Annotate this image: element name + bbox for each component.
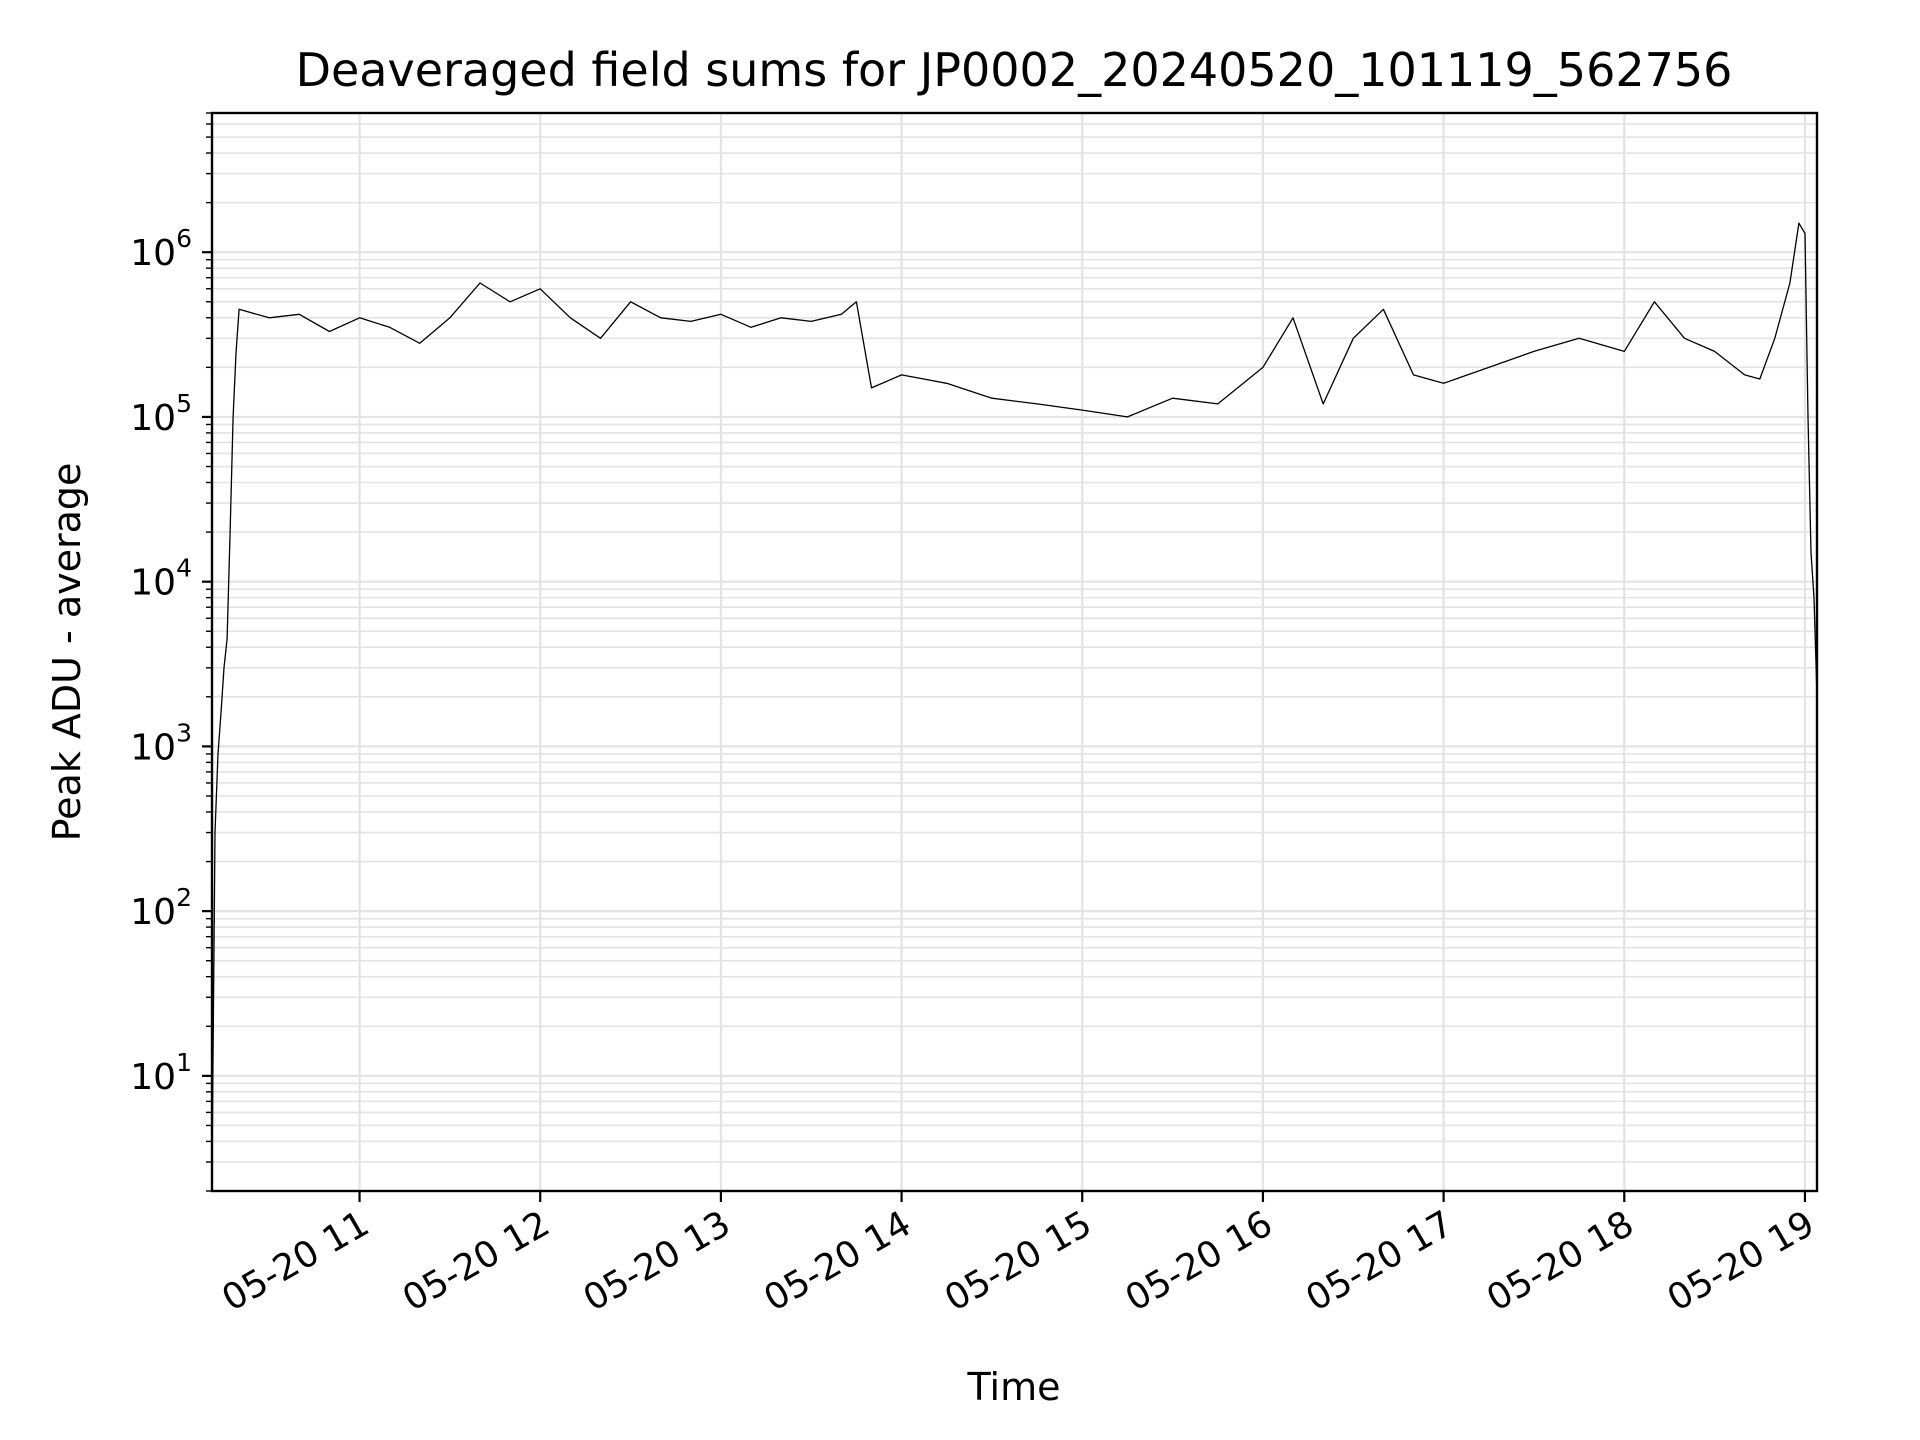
x-tick-label: 05-20 12 bbox=[396, 1203, 557, 1319]
y-tick-label: 105 bbox=[130, 389, 192, 439]
x-tick-label: 05-20 14 bbox=[757, 1203, 918, 1319]
x-axis-label: Time bbox=[967, 1365, 1061, 1409]
x-tick-label: 05-20 19 bbox=[1661, 1203, 1822, 1319]
minor-grid bbox=[212, 112, 1817, 1192]
x-tick-label: 05-20 11 bbox=[215, 1203, 376, 1319]
axis-ticks bbox=[202, 112, 1807, 1202]
series-layer bbox=[212, 222, 1817, 1176]
x-tick-label: 05-20 17 bbox=[1299, 1203, 1460, 1319]
x-tick-labels: 05-20 11 05-20 12 05-20 13 05-20 14 05-20 15… bbox=[215, 1203, 1821, 1319]
x-tick-label: 05-20 16 bbox=[1119, 1203, 1280, 1319]
x-tick-label: 05-20 18 bbox=[1480, 1203, 1641, 1319]
major-grid bbox=[212, 113, 1817, 1191]
y-tick-label: 106 bbox=[130, 224, 192, 274]
series-line-0 bbox=[212, 222, 1817, 1176]
y-tick-labels: 101 102 103 104 105 106 bbox=[130, 224, 192, 1098]
y-tick-label: 103 bbox=[130, 718, 192, 768]
x-tick-label: 05-20 13 bbox=[577, 1203, 738, 1319]
y-tick-label: 102 bbox=[130, 883, 192, 933]
plot-frame bbox=[210, 111, 1819, 1193]
y-axis-label: Peak ADU - average bbox=[45, 463, 89, 842]
y-tick-label: 104 bbox=[130, 554, 192, 604]
y-tick-label: 101 bbox=[130, 1048, 192, 1098]
chart-title: Deaveraged field sums for JP0002_2024052… bbox=[296, 43, 1733, 97]
x-tick-label: 05-20 15 bbox=[938, 1203, 1099, 1319]
